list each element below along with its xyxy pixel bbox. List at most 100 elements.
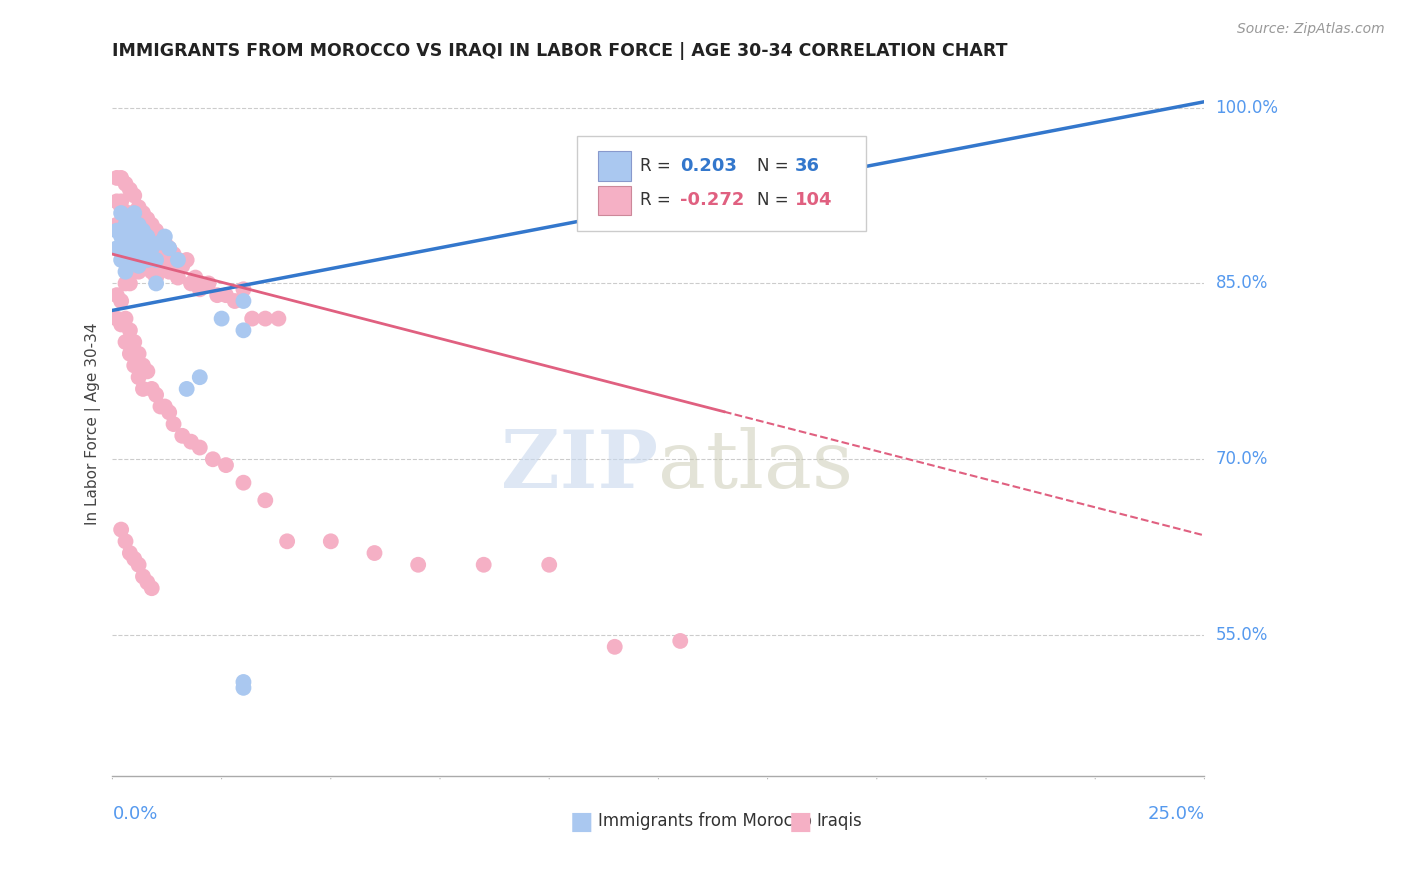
Point <box>157 265 180 279</box>
Point <box>128 370 150 384</box>
Point <box>232 323 254 337</box>
Point <box>132 224 155 238</box>
Text: R =: R = <box>640 192 676 210</box>
Text: -0.272: -0.272 <box>681 192 745 210</box>
Point <box>149 235 172 250</box>
Point <box>232 681 254 695</box>
Point <box>232 282 254 296</box>
Point <box>122 206 145 220</box>
Point <box>132 382 155 396</box>
Point <box>145 388 167 402</box>
Point <box>118 252 141 267</box>
Point <box>188 441 211 455</box>
Text: 104: 104 <box>794 192 832 210</box>
Point <box>110 293 132 308</box>
Point <box>128 218 150 232</box>
Point <box>105 224 128 238</box>
Point <box>162 247 184 261</box>
Point <box>118 347 141 361</box>
Point <box>167 270 190 285</box>
Point <box>105 311 128 326</box>
Point <box>132 569 155 583</box>
Point <box>157 405 180 419</box>
Point <box>114 277 136 291</box>
Point <box>122 552 145 566</box>
Text: Iraqis: Iraqis <box>817 813 862 830</box>
Point <box>122 211 145 226</box>
Text: ■: ■ <box>571 809 593 833</box>
Text: 36: 36 <box>794 157 820 175</box>
Point <box>180 277 202 291</box>
Point <box>215 288 238 302</box>
Point <box>167 252 190 267</box>
Point <box>118 323 141 337</box>
Point <box>276 534 298 549</box>
Point <box>114 206 136 220</box>
Point <box>114 218 136 232</box>
Point <box>136 211 159 226</box>
Point <box>176 252 198 267</box>
Point <box>118 206 141 220</box>
Point <box>110 170 132 185</box>
Bar <box>599 152 631 181</box>
Point <box>145 247 167 261</box>
Point <box>105 170 128 185</box>
Point <box>232 675 254 690</box>
Point <box>118 211 141 226</box>
Text: N =: N = <box>756 157 793 175</box>
Point <box>188 282 211 296</box>
Point <box>153 229 176 244</box>
Point <box>145 224 167 238</box>
Point <box>207 288 229 302</box>
Text: 85.0%: 85.0% <box>1216 275 1268 293</box>
Point <box>149 252 172 267</box>
Point <box>363 546 385 560</box>
Point <box>211 311 233 326</box>
Point <box>141 382 163 396</box>
Point <box>128 241 150 255</box>
Point <box>114 334 136 349</box>
Point <box>114 534 136 549</box>
Point <box>132 206 155 220</box>
Point <box>406 558 429 572</box>
Point <box>136 229 159 244</box>
Point <box>141 265 163 279</box>
Point <box>232 475 254 490</box>
Point <box>118 229 141 244</box>
Point <box>105 194 128 209</box>
Point <box>172 259 194 273</box>
Point <box>136 259 159 273</box>
Point <box>669 634 692 648</box>
Point <box>172 429 194 443</box>
Text: ZIP: ZIP <box>502 427 658 505</box>
Point <box>136 252 159 267</box>
Text: R =: R = <box>640 157 676 175</box>
Point <box>110 523 132 537</box>
Point <box>141 241 163 255</box>
Point <box>201 452 224 467</box>
Point <box>149 400 172 414</box>
Point <box>224 293 246 308</box>
Text: Immigrants from Morocco: Immigrants from Morocco <box>599 813 813 830</box>
Point <box>132 229 155 244</box>
Text: 0.0%: 0.0% <box>112 805 157 823</box>
Point <box>122 334 145 349</box>
Point <box>153 259 176 273</box>
Point <box>114 252 136 267</box>
Point <box>110 200 132 214</box>
Point <box>118 252 141 267</box>
Point <box>538 558 561 572</box>
Point <box>180 434 202 449</box>
Point <box>254 493 277 508</box>
Point <box>128 200 150 214</box>
Text: 25.0%: 25.0% <box>1147 805 1205 823</box>
Point <box>149 229 172 244</box>
Point <box>472 558 495 572</box>
Point <box>240 311 263 326</box>
Point <box>141 241 163 255</box>
Point <box>162 417 184 431</box>
Point <box>110 206 132 220</box>
Point <box>254 311 277 326</box>
Point <box>118 183 141 197</box>
Point <box>122 224 145 238</box>
